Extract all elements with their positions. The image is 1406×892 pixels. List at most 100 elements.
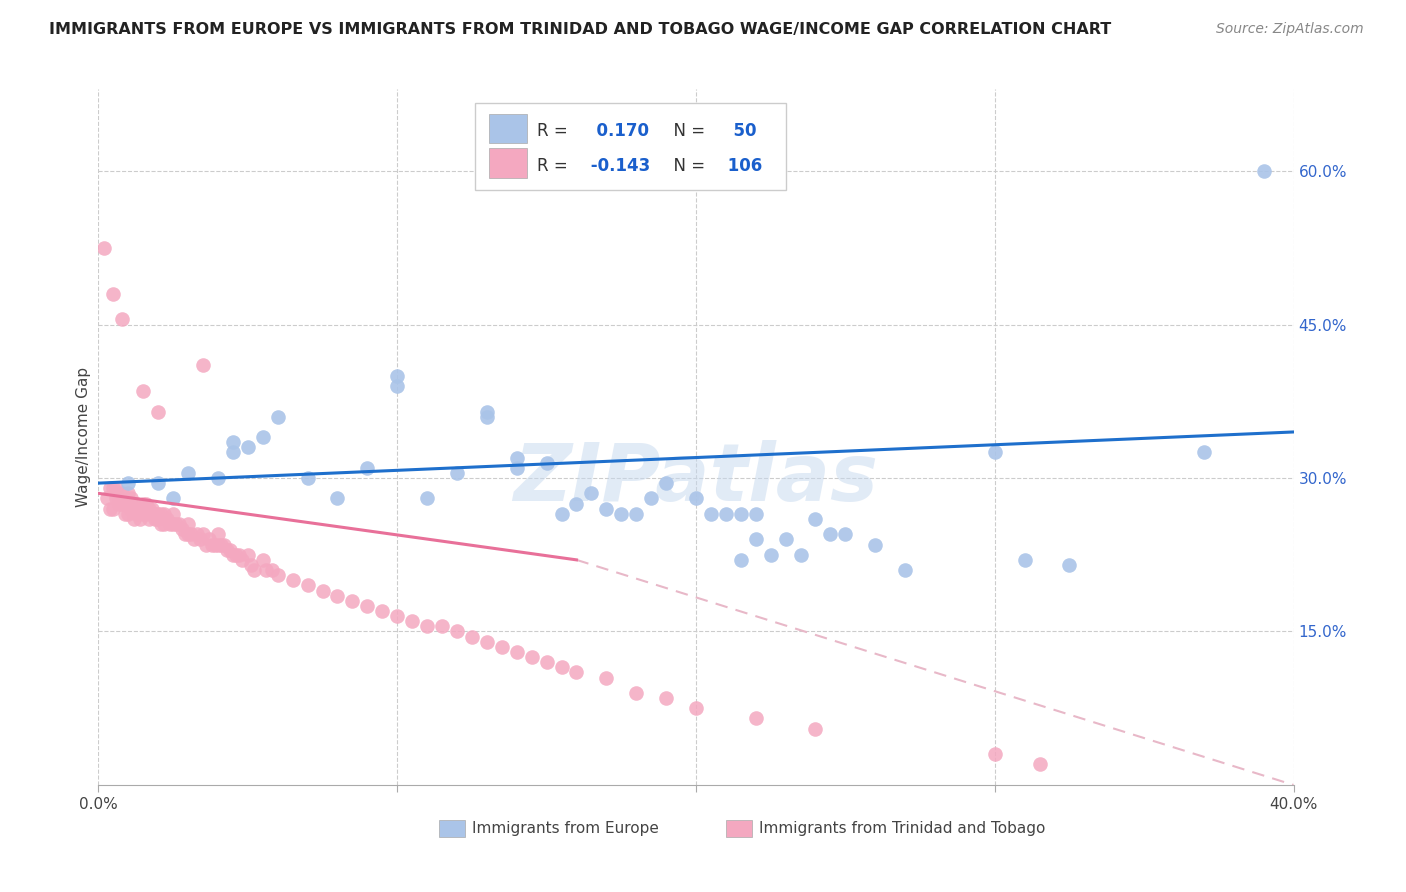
- Point: [252, 430, 274, 444]
- Point: [148, 404, 170, 418]
- Point: [804, 722, 827, 736]
- Point: [239, 558, 262, 572]
- Point: [162, 507, 184, 521]
- Point: [356, 599, 378, 613]
- Point: [132, 501, 155, 516]
- Point: [745, 507, 768, 521]
- Point: [730, 507, 752, 521]
- Point: [984, 747, 1007, 762]
- Point: [150, 507, 173, 521]
- Point: [595, 501, 617, 516]
- Y-axis label: Wage/Income Gap: Wage/Income Gap: [76, 367, 91, 508]
- Point: [342, 594, 364, 608]
- Point: [865, 537, 887, 551]
- Point: [183, 533, 205, 547]
- Point: [129, 512, 152, 526]
- FancyBboxPatch shape: [439, 820, 465, 837]
- Point: [984, 445, 1007, 459]
- Point: [153, 507, 176, 521]
- Point: [135, 507, 157, 521]
- Text: IMMIGRANTS FROM EUROPE VS IMMIGRANTS FROM TRINIDAD AND TOBAGO WAGE/INCOME GAP CO: IMMIGRANTS FROM EUROPE VS IMMIGRANTS FRO…: [49, 22, 1112, 37]
- Point: [446, 466, 468, 480]
- Point: [135, 497, 157, 511]
- Point: [281, 574, 304, 588]
- Point: [222, 435, 245, 450]
- Point: [191, 527, 214, 541]
- Point: [401, 614, 423, 628]
- Point: [143, 507, 166, 521]
- Point: [520, 650, 543, 665]
- Point: [595, 671, 617, 685]
- Point: [550, 660, 572, 674]
- Point: [148, 476, 170, 491]
- Point: [894, 563, 917, 577]
- Point: [385, 368, 409, 383]
- Text: N =: N =: [662, 157, 704, 175]
- Point: [174, 527, 197, 541]
- Point: [162, 491, 184, 506]
- Point: [177, 466, 200, 480]
- Point: [98, 481, 122, 495]
- Point: [143, 512, 166, 526]
- Point: [685, 491, 707, 506]
- Point: [114, 507, 136, 521]
- Point: [186, 527, 208, 541]
- Point: [222, 445, 245, 459]
- Point: [326, 491, 349, 506]
- Text: 106: 106: [723, 157, 762, 175]
- Point: [129, 501, 152, 516]
- Point: [626, 686, 648, 700]
- Point: [114, 497, 136, 511]
- Point: [117, 507, 139, 521]
- Point: [475, 404, 498, 418]
- Point: [700, 507, 723, 521]
- Point: [103, 286, 125, 301]
- Point: [610, 507, 633, 521]
- Point: [536, 655, 558, 669]
- Point: [108, 497, 131, 511]
- Point: [120, 491, 142, 506]
- Point: [260, 563, 283, 577]
- Point: [1014, 553, 1036, 567]
- Point: [581, 486, 603, 500]
- Point: [141, 507, 163, 521]
- Point: [804, 512, 827, 526]
- Point: [506, 460, 529, 475]
- Point: [124, 501, 146, 516]
- Point: [416, 491, 439, 506]
- Point: [148, 507, 170, 521]
- Point: [212, 537, 235, 551]
- Point: [156, 512, 179, 526]
- Point: [117, 476, 139, 491]
- Point: [1192, 445, 1215, 459]
- Point: [195, 537, 218, 551]
- Point: [191, 359, 214, 373]
- Point: [180, 527, 202, 541]
- Point: [745, 711, 768, 725]
- Point: [297, 578, 319, 592]
- Point: [461, 630, 484, 644]
- Point: [132, 384, 155, 398]
- Point: [745, 533, 768, 547]
- Point: [117, 486, 139, 500]
- Point: [326, 589, 349, 603]
- Point: [148, 512, 170, 526]
- Point: [98, 501, 122, 516]
- Point: [446, 624, 468, 639]
- Point: [138, 512, 160, 526]
- Point: [198, 533, 221, 547]
- Text: Immigrants from Europe: Immigrants from Europe: [472, 821, 659, 836]
- Point: [252, 553, 274, 567]
- Point: [117, 497, 139, 511]
- Point: [430, 619, 453, 633]
- Point: [132, 497, 155, 511]
- Point: [165, 516, 187, 531]
- Point: [209, 537, 232, 551]
- Point: [138, 501, 160, 516]
- Point: [655, 690, 678, 705]
- Point: [565, 665, 588, 680]
- Point: [132, 507, 155, 521]
- Point: [371, 604, 394, 618]
- Point: [685, 701, 707, 715]
- Point: [111, 497, 134, 511]
